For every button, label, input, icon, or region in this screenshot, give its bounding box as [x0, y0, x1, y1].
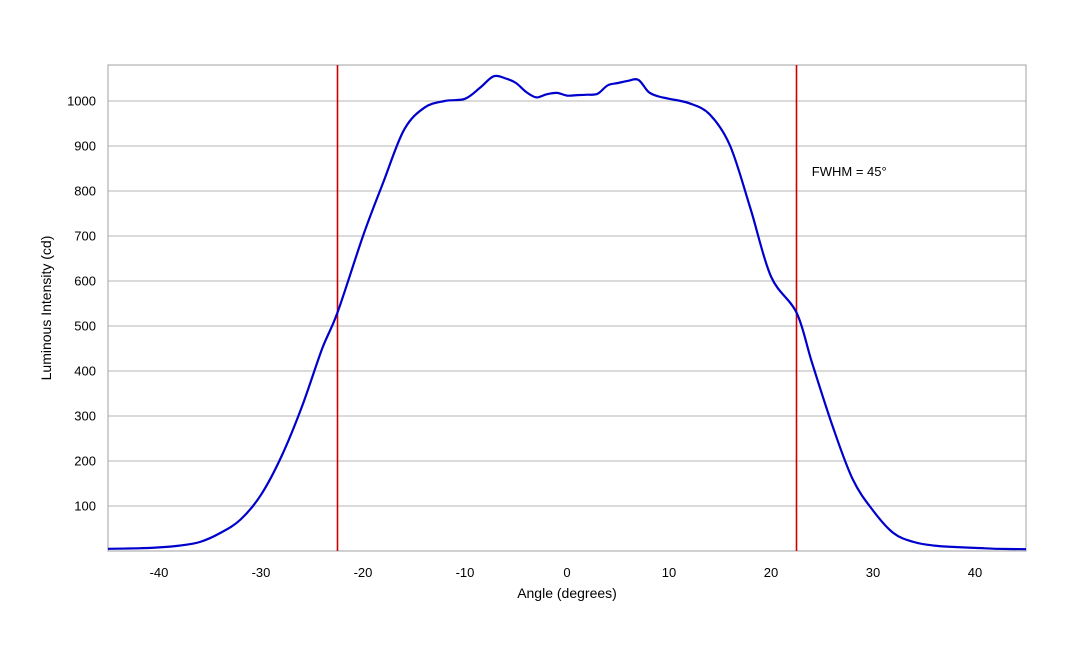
- fwhm-annotation: FWHM = 45°: [812, 164, 887, 179]
- y-axis-ticks: 100 200 300 400 500 600 700 800 900 1000: [67, 94, 96, 514]
- x-tick-label: 30: [866, 565, 880, 580]
- y-tick-label: 400: [74, 364, 96, 379]
- annotations: FWHM = 45°: [812, 164, 887, 179]
- x-tick-label: 10: [662, 565, 676, 580]
- x-tick-label: -30: [252, 565, 271, 580]
- y-tick-label: 700: [74, 229, 96, 244]
- fwhm-markers: [336, 65, 798, 551]
- x-axis-ticks: -40 -30 -20 -10 0 10 20 30 40: [150, 565, 983, 580]
- x-tick-label: 0: [563, 565, 570, 580]
- x-axis-label: Angle (degrees): [517, 585, 617, 601]
- y-tick-label: 900: [74, 139, 96, 154]
- y-tick-label: 300: [74, 409, 96, 424]
- x-tick-label: 20: [764, 565, 778, 580]
- y-tick-label: 800: [74, 184, 96, 199]
- y-tick-label: 1000: [67, 94, 96, 109]
- intensity-series-line: [107, 74, 1027, 551]
- x-tick-label: -10: [456, 565, 475, 580]
- gridlines: [108, 100, 1026, 507]
- plot-frame: [107, 64, 1027, 552]
- x-tick-label: -20: [354, 565, 373, 580]
- x-tick-label: 40: [968, 565, 982, 580]
- y-tick-label: 500: [74, 319, 96, 334]
- y-tick-label: 600: [74, 274, 96, 289]
- series-group: [107, 74, 1027, 551]
- y-tick-label: 200: [74, 454, 96, 469]
- y-tick-label: 100: [74, 499, 96, 514]
- x-tick-label: -40: [150, 565, 169, 580]
- y-axis-label: Luminous Intensity (cd): [38, 236, 54, 381]
